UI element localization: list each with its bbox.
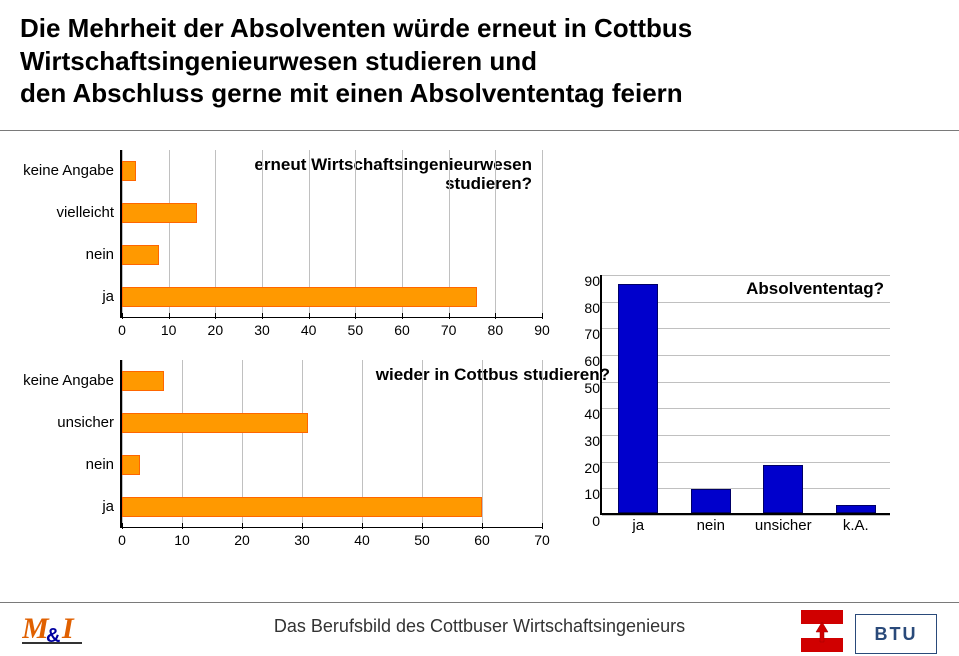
bar [691, 489, 731, 513]
divider-bottom [0, 602, 959, 603]
bar [618, 284, 658, 513]
bar [122, 413, 308, 433]
bar [763, 465, 803, 513]
mi-logo-icon: M & I [22, 608, 86, 648]
bar [836, 505, 876, 513]
bar [122, 455, 140, 475]
chart-erneut-studieren: erneut Wirtschaftsingenieurwesen studier… [20, 150, 540, 346]
chart-absolvententag: 0102030405060708090janeinunsicherk.A.Abs… [600, 275, 890, 545]
category-label: vielleicht [20, 192, 120, 234]
brandenburg-flag-icon [801, 610, 843, 654]
bar [122, 371, 164, 391]
chart-wieder-cottbus: wieder in Cottbus studieren? 01020304050… [20, 360, 540, 556]
category-label: nein [20, 234, 120, 276]
bar [122, 497, 482, 517]
category-label: unsicher [20, 402, 120, 444]
category-label: nein [20, 444, 120, 486]
bar [122, 245, 159, 265]
category-label: keine Angabe [20, 360, 120, 402]
btu-logo: BTU [855, 614, 937, 654]
category-label: ja [20, 486, 120, 528]
svg-text:I: I [61, 612, 75, 645]
category-label: keine Angabe [20, 150, 120, 192]
bar [122, 203, 197, 223]
slide-title: Die Mehrheit der Absolventen würde erneu… [20, 12, 920, 110]
chart3-title: Absolvententag? [746, 279, 884, 299]
title-line-3: den Abschluss gerne mit einen Absolvente… [20, 78, 683, 108]
divider-top [0, 130, 959, 131]
title-line-2: Wirtschaftsingenieurwesen studieren und [20, 46, 537, 76]
bar [122, 161, 136, 181]
bar [122, 287, 477, 307]
slide: Die Mehrheit der Absolventen würde erneu… [0, 0, 959, 656]
category-label: ja [20, 276, 120, 318]
title-line-1: Die Mehrheit der Absolventen würde erneu… [20, 13, 692, 43]
